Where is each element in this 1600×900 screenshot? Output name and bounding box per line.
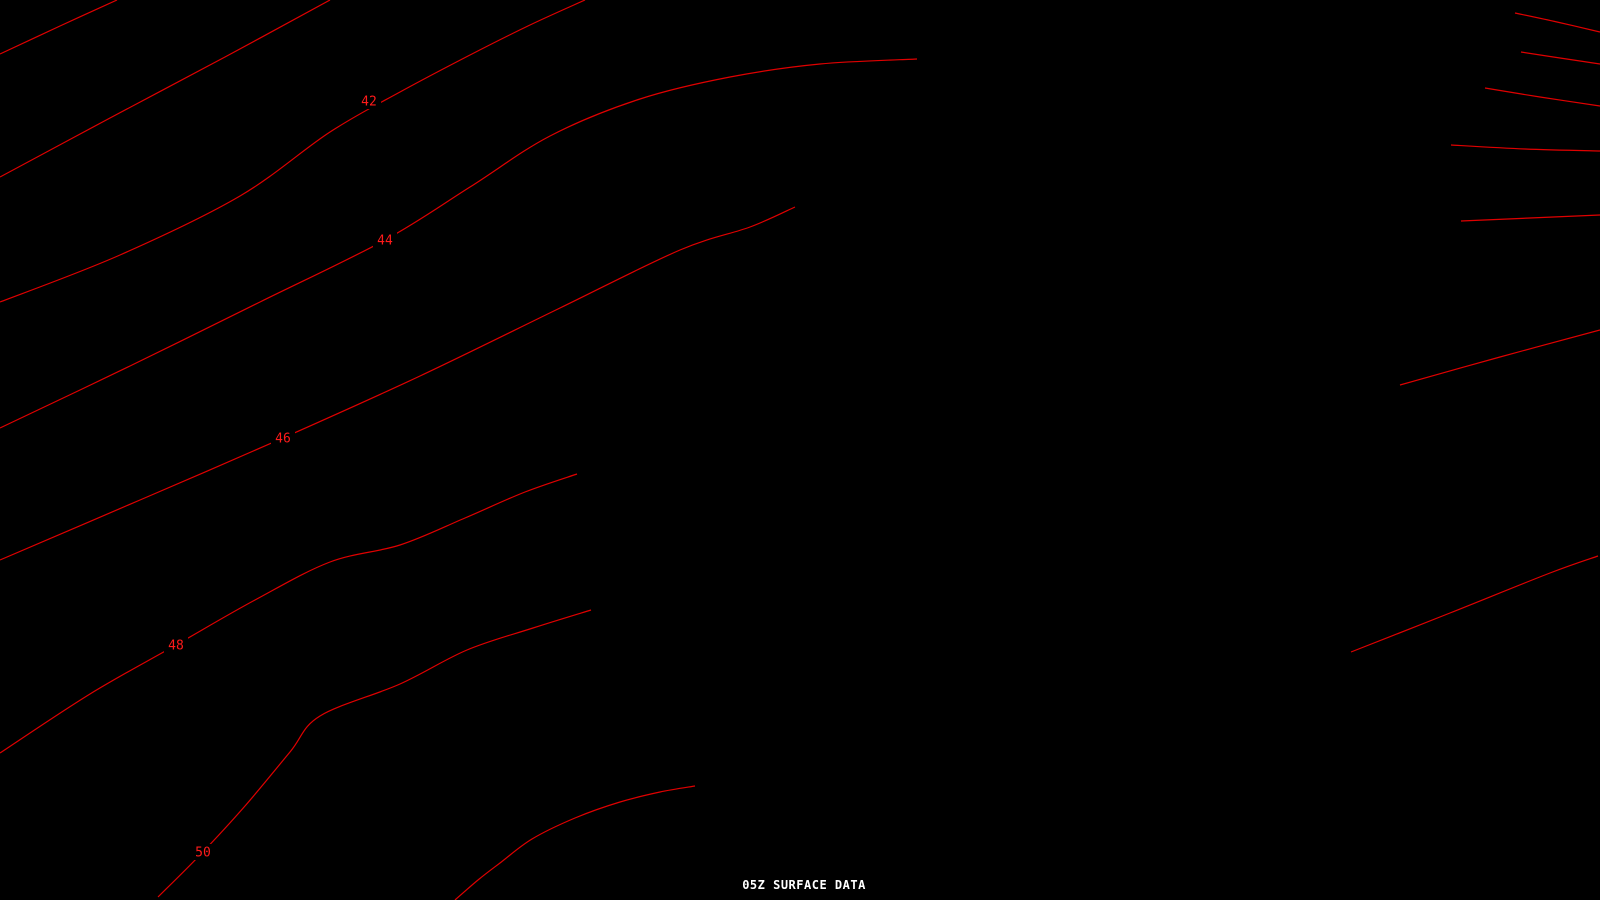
contour-right-1-line	[1514, 12, 1600, 33]
contour-46-line	[0, 206, 796, 561]
contour-46-label-mask	[271, 430, 295, 446]
contour-right-6-line	[1399, 329, 1600, 386]
contour-46-label: 46	[275, 432, 291, 447]
contour-48-line	[0, 473, 578, 754]
contour-42-label-mask	[357, 93, 381, 109]
contour-48-label: 48	[168, 639, 184, 654]
contour-44-label: 44	[377, 234, 393, 249]
contour-50-line	[157, 609, 592, 898]
contour-upper-left-2-line	[0, 0, 331, 178]
contour-42-label: 42	[361, 95, 377, 110]
contour-upper-left-1-line	[0, 0, 118, 55]
contour-right-2-line	[1520, 51, 1600, 65]
contour-50-label-mask	[191, 844, 215, 860]
contour-right-7-line	[1350, 555, 1599, 653]
contour-bottom-center-line	[454, 785, 696, 900]
contour-right-3-line	[1484, 87, 1600, 107]
contour-right-5-line	[1460, 214, 1600, 222]
contour-44-label-mask	[373, 232, 397, 248]
map-title: 05Z SURFACE DATA	[742, 878, 866, 892]
contour-50-label: 50	[195, 846, 211, 861]
contour-right-4-line	[1450, 144, 1600, 152]
contour-44-line	[0, 58, 918, 429]
contour-42-line	[0, 0, 586, 303]
contour-48-label-mask	[164, 637, 188, 653]
contour-labels-layer: 42 44 46 48 50	[164, 93, 397, 861]
